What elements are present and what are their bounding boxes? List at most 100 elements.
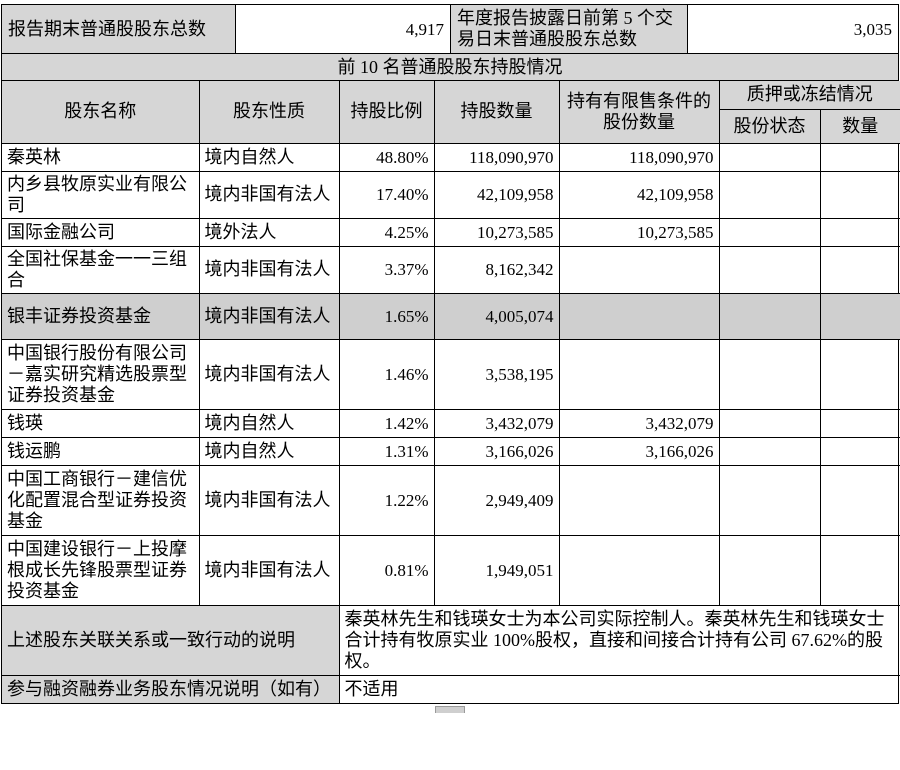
table-row: 钱运鹏 境内自然人 1.31% 3,166,026 3,166,026 (2, 436, 900, 466)
holder-ratio: 4.25% (338, 217, 435, 247)
holder-nature: 境内自然人 (198, 408, 340, 438)
table-row: 中国银行股份有限公司－嘉实研究精选股票型证券投资基金 境内非国有法人 1.46%… (2, 338, 900, 410)
holder-ratio: 1.31% (338, 436, 435, 466)
holder-shares: 1,949,051 (433, 534, 560, 606)
holder-shares: 3,538,195 (433, 338, 560, 410)
holder-shares: 4,005,074 (433, 292, 560, 340)
holder-name: 钱运鹏 (2, 436, 200, 466)
holder-ratio: 1.65% (338, 292, 435, 340)
margin-trading-row: 参与融资融券业务股东情况说明（如有） 不适用 (2, 674, 900, 703)
holder-restricted (558, 534, 720, 606)
holder-shares: 2,949,409 (433, 464, 560, 536)
holder-pledge-qty (819, 534, 900, 606)
holder-restricted: 42,109,958 (558, 170, 720, 219)
holder-restricted: 3,166,026 (558, 436, 720, 466)
shareholder-table: 报告期末普通股股东总数 4,917 年度报告披露日前第 5 个交易日末普通股股东… (1, 4, 900, 704)
col-header-pledge-status: 股份状态 (719, 108, 821, 144)
holder-ratio: 17.40% (338, 170, 435, 219)
holder-nature: 境内非国有法人 (198, 534, 340, 606)
holder-pledge-qty (819, 170, 900, 219)
table-header-row-1: 股东名称 股东性质 持股比例 持股数量 持有有限售条件的股份数量 质押或冻结情况 (2, 81, 900, 144)
holder-nature: 境内非国有法人 (198, 170, 340, 219)
holder-restricted: 10,273,585 (558, 217, 720, 247)
holder-pledge-status (718, 245, 821, 294)
holder-pledge-status (718, 292, 821, 340)
holder-shares: 118,090,970 (433, 142, 560, 172)
relation-text: 秦英林先生和钱瑛女士为本公司实际控制人。秦英林先生和钱瑛女士合计持有牧原实业 1… (338, 604, 900, 676)
holder-ratio: 1.22% (338, 464, 435, 536)
holder-name: 全国社保基金一一三组合 (2, 245, 200, 294)
predisclosure-shareholders-label: 年度报告披露日前第 5 个交易日末普通股股东总数 (451, 5, 688, 53)
holder-ratio: 0.81% (338, 534, 435, 606)
holder-nature: 境内自然人 (198, 142, 340, 172)
holders-table: 股东名称 股东性质 持股比例 持股数量 持有有限售条件的股份数量 质押或冻结情况… (2, 81, 900, 703)
col-header-pledge-group: 质押或冻结情况 (718, 81, 900, 110)
holder-name: 内乡县牧原实业有限公司 (2, 170, 200, 219)
report-page: 报告期末普通股股东总数 4,917 年度报告披露日前第 5 个交易日末普通股股东… (1, 4, 900, 713)
holder-pledge-qty (819, 245, 900, 294)
holder-pledge-status (718, 534, 821, 606)
holder-pledge-qty (819, 142, 900, 172)
total-shareholders-value: 4,917 (236, 5, 451, 53)
holder-pledge-status (718, 170, 821, 219)
holder-name: 中国银行股份有限公司－嘉实研究精选股票型证券投资基金 (2, 338, 200, 410)
holder-pledge-status (718, 464, 821, 536)
holder-nature: 境内非国有法人 (198, 292, 340, 340)
col-header-name: 股东名称 (2, 81, 200, 144)
holder-name: 国际金融公司 (2, 217, 200, 247)
predisclosure-shareholders-value: 3,035 (853, 19, 892, 39)
holder-pledge-qty (819, 217, 900, 247)
col-header-nature: 股东性质 (198, 81, 340, 144)
col-header-restricted: 持有有限售条件的股份数量 (558, 81, 720, 144)
holder-pledge-qty (819, 408, 900, 438)
holder-restricted (558, 338, 720, 410)
holder-shares: 8,162,342 (433, 245, 560, 294)
holder-nature: 境外法人 (198, 217, 340, 247)
holder-pledge-qty (819, 338, 900, 410)
table-row: 秦英林 境内自然人 48.80% 118,090,970 118,090,970 (2, 142, 900, 172)
page-edge-artifact (435, 706, 465, 713)
holder-name: 中国工商银行－建信优化配置混合型证券投资基金 (2, 464, 200, 536)
relation-label: 上述股东关联关系或一致行动的说明 (2, 604, 340, 676)
holder-name: 中国建设银行－上投摩根成长先锋股票型证券投资基金 (2, 534, 200, 606)
holder-nature: 境内非国有法人 (198, 464, 340, 536)
holder-restricted (558, 245, 720, 294)
holder-pledge-qty (819, 436, 900, 466)
holder-restricted: 118,090,970 (558, 142, 720, 172)
relation-row: 上述股东关联关系或一致行动的说明 秦英林先生和钱瑛女士为本公司实际控制人。秦英林… (2, 604, 900, 676)
col-header-shares: 持股数量 (433, 81, 560, 144)
holder-shares: 3,432,079 (433, 408, 560, 438)
table-header-row-2: 股份状态 数量 (2, 108, 900, 144)
holder-restricted: 3,432,079 (558, 408, 720, 438)
holder-pledge-status (718, 408, 821, 438)
holder-ratio: 48.80% (338, 142, 435, 172)
holder-nature: 境内非国有法人 (198, 245, 340, 294)
holder-pledge-status (718, 142, 821, 172)
section-title: 前 10 名普通股股东持股情况 (2, 54, 898, 81)
holder-restricted (558, 464, 720, 536)
margin-trading-label: 参与融资融券业务股东情况说明（如有） (2, 674, 340, 703)
margin-trading-text: 不适用 (338, 674, 900, 703)
table-row: 国际金融公司 境外法人 4.25% 10,273,585 10,273,585 (2, 217, 900, 247)
holder-ratio: 1.42% (338, 408, 435, 438)
holder-pledge-qty (819, 292, 900, 340)
holder-shares: 3,166,026 (433, 436, 560, 466)
table-row: 中国建设银行－上投摩根成长先锋股票型证券投资基金 境内非国有法人 0.81% 1… (2, 534, 900, 606)
holder-name: 秦英林 (2, 142, 200, 172)
holder-pledge-status (718, 338, 821, 410)
holder-nature: 境内自然人 (198, 436, 340, 466)
holder-nature: 境内非国有法人 (198, 338, 340, 410)
col-header-pledge-qty: 数量 (819, 108, 900, 144)
holder-pledge-status (718, 217, 821, 247)
holder-ratio: 1.46% (338, 338, 435, 410)
table-row: 钱瑛 境内自然人 1.42% 3,432,079 3,432,079 (2, 408, 900, 438)
holder-shares: 10,273,585 (433, 217, 560, 247)
summary-row: 报告期末普通股股东总数 4,917 年度报告披露日前第 5 个交易日末普通股股东… (2, 5, 898, 54)
table-row: 全国社保基金一一三组合 境内非国有法人 3.37% 8,162,342 (2, 245, 900, 294)
total-shareholders-label: 报告期末普通股股东总数 (2, 5, 236, 53)
col-header-ratio: 持股比例 (338, 81, 435, 144)
table-row: 中国工商银行－建信优化配置混合型证券投资基金 境内非国有法人 1.22% 2,9… (2, 464, 900, 536)
holder-name: 银丰证券投资基金 (2, 292, 200, 340)
holder-pledge-qty (819, 464, 900, 536)
holder-pledge-status (718, 436, 821, 466)
